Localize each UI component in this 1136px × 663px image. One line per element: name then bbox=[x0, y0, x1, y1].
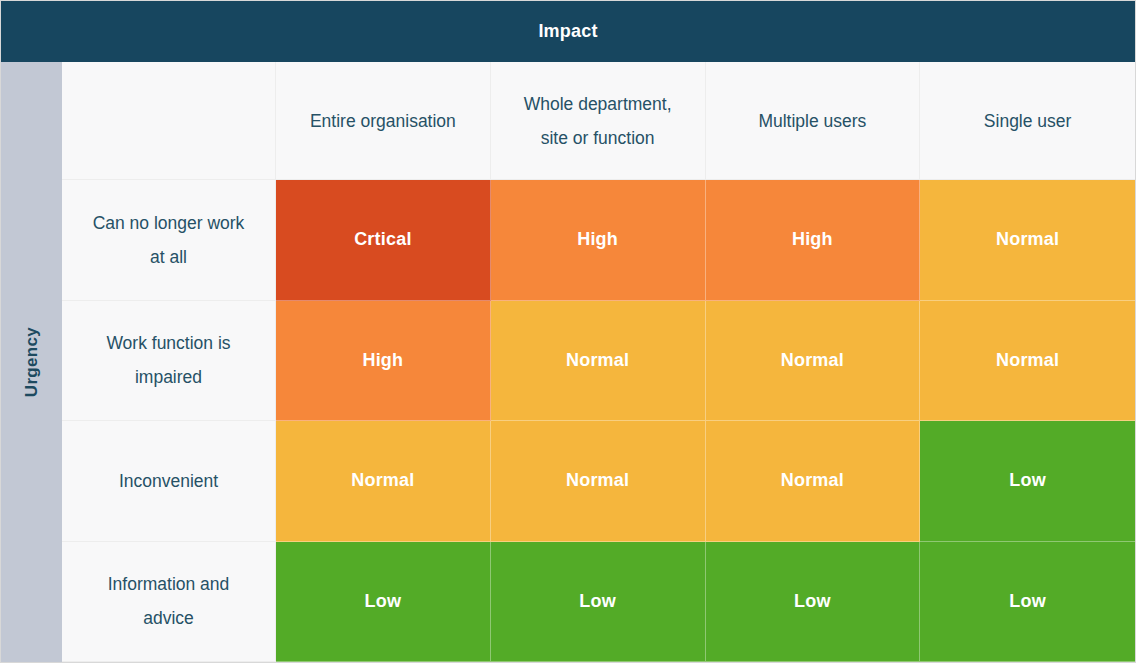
matrix-cell-0-1: High bbox=[491, 180, 706, 301]
col-header-multiple-users: Multiple users bbox=[706, 62, 921, 180]
matrix-cell-0-0: Crtical bbox=[276, 180, 491, 301]
row-header-can-no-longer-work: Can no longer work at all bbox=[62, 180, 276, 301]
urgency-axis-header: Urgency bbox=[1, 62, 62, 662]
matrix-cell-2-2: Normal bbox=[706, 421, 921, 542]
priority-matrix: Impact Urgency Entire organisation Whole… bbox=[0, 0, 1136, 663]
matrix-cell-3-1: Low bbox=[491, 542, 706, 663]
matrix-cell-1-2: Normal bbox=[706, 301, 921, 422]
matrix-cell-0-3: Normal bbox=[920, 180, 1135, 301]
matrix-cell-1-0: High bbox=[276, 301, 491, 422]
row-header-inconvenient: Inconvenient bbox=[62, 421, 276, 542]
row-header-work-function-impaired: Work function is impaired bbox=[62, 301, 276, 422]
matrix-cell-1-3: Normal bbox=[920, 301, 1135, 422]
impact-axis-label: Impact bbox=[538, 21, 597, 42]
row-header-information-advice: Information and advice bbox=[62, 542, 276, 663]
urgency-axis-label: Urgency bbox=[22, 327, 42, 397]
matrix-cell-0-2: High bbox=[706, 180, 921, 301]
corner-cell bbox=[62, 62, 276, 180]
col-header-entire-organisation: Entire organisation bbox=[276, 62, 491, 180]
col-header-whole-department: Whole department, site or function bbox=[491, 62, 706, 180]
impact-axis-header: Impact bbox=[1, 1, 1135, 62]
matrix-cell-3-0: Low bbox=[276, 542, 491, 663]
matrix-body: Urgency Entire organisation Whole depart… bbox=[1, 62, 1135, 662]
matrix-cell-2-0: Normal bbox=[276, 421, 491, 542]
matrix-grid: Entire organisation Whole department, si… bbox=[62, 62, 1135, 662]
matrix-cell-3-3: Low bbox=[920, 542, 1135, 663]
matrix-cell-1-1: Normal bbox=[491, 301, 706, 422]
col-header-single-user: Single user bbox=[920, 62, 1135, 180]
matrix-cell-2-1: Normal bbox=[491, 421, 706, 542]
matrix-cell-2-3: Low bbox=[920, 421, 1135, 542]
matrix-cell-3-2: Low bbox=[706, 542, 921, 663]
